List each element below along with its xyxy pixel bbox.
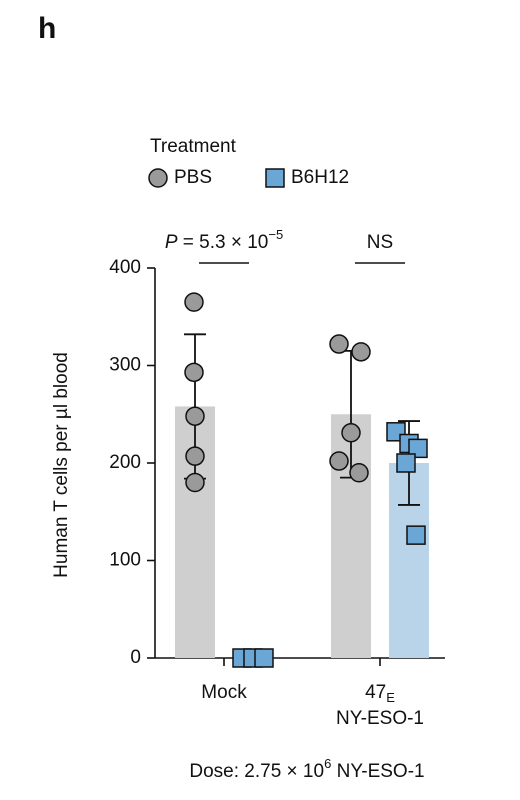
x-tick-label: 47E [365, 682, 395, 705]
data-point [349, 463, 369, 483]
annotation-part: = 5.3 × 10 [178, 232, 269, 253]
data-point [185, 406, 205, 426]
y-tick-label: 400 [109, 257, 141, 278]
annotation: NS [367, 232, 393, 253]
footnote-part: 6 [324, 756, 331, 771]
data-point [406, 525, 426, 545]
footnote-part: Dose: 2.75 × 10 [189, 761, 324, 782]
annotation-part: P [165, 232, 178, 253]
x-tick-label-main: 47 [365, 682, 386, 703]
data-point [329, 451, 349, 471]
data-point [341, 423, 361, 443]
data-point [185, 446, 205, 466]
legend-marker [148, 168, 168, 188]
legend-label: PBS [174, 167, 212, 188]
data-point [184, 292, 204, 312]
y-tick-label: 300 [109, 355, 141, 376]
legend-label: B6H12 [291, 167, 349, 188]
annotation-part: NS [367, 232, 393, 253]
data-point [185, 472, 205, 493]
legend-marker [265, 168, 285, 188]
data-point [254, 648, 274, 668]
x-tick-label-sub: E [386, 690, 395, 705]
data-point [184, 362, 204, 383]
panel-label: h [38, 12, 56, 45]
x-tick-label: Mock [201, 682, 247, 703]
footnote: Dose: 2.75 × 106 NY-ESO-1 [189, 756, 424, 782]
y-tick-label: 0 [130, 647, 141, 668]
footnote-part: NY-ESO-1 [331, 761, 424, 782]
data-point [351, 342, 371, 362]
annotation: P = 5.3 × 10−5 [165, 227, 283, 253]
data-point [329, 334, 349, 354]
annotation-part: −5 [268, 227, 283, 242]
y-tick-label: 200 [109, 452, 141, 473]
y-axis-label: Human T cells per µl blood [51, 352, 72, 578]
data-point [408, 438, 428, 459]
x-tick-label-line2: NY-ESO-1 [336, 708, 424, 729]
legend-title: Treatment [150, 136, 237, 157]
data-point [396, 453, 416, 473]
y-tick-label: 100 [109, 550, 141, 571]
